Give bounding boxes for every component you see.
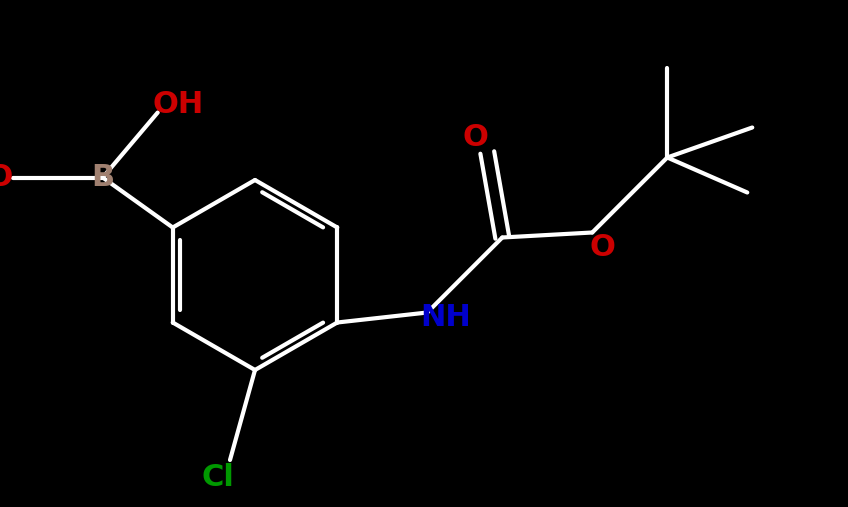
Text: HO: HO (0, 163, 14, 192)
Text: B: B (92, 163, 114, 192)
Text: Cl: Cl (202, 463, 234, 492)
Text: OH: OH (152, 90, 204, 119)
Text: NH: NH (420, 303, 471, 332)
Text: O: O (589, 233, 615, 262)
Text: O: O (462, 123, 488, 152)
